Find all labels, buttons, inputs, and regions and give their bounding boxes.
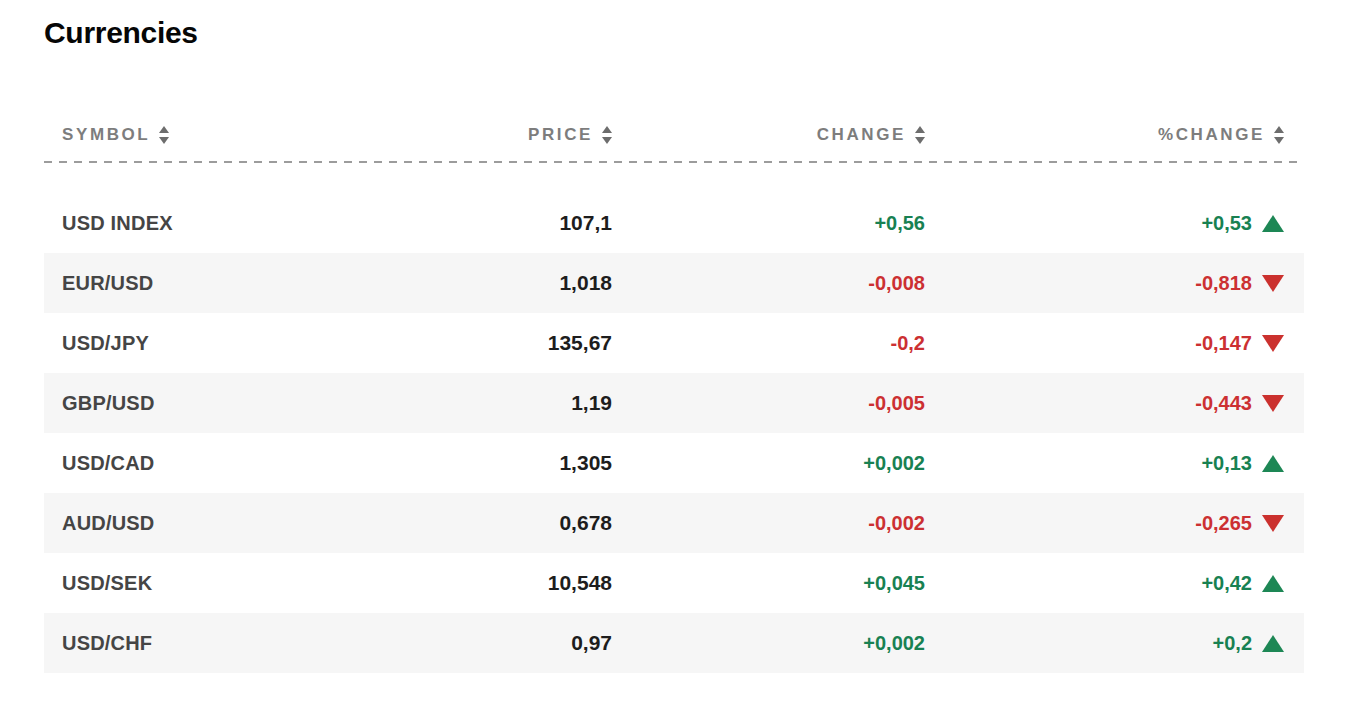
pct-change-value: -0,818	[1195, 272, 1252, 295]
change-cell: -0,002	[612, 512, 925, 535]
change-cell: +0,002	[612, 452, 925, 475]
header-price-label: PRICE	[528, 125, 593, 145]
header-pct-change[interactable]: %CHANGE	[925, 125, 1304, 145]
price-cell: 1,305	[344, 451, 612, 475]
sort-up-icon	[159, 126, 169, 133]
trend-up-icon	[1262, 575, 1284, 592]
sort-up-icon	[602, 126, 612, 133]
sort-down-icon	[1274, 137, 1284, 144]
header-symbol-label: SYMBOL	[62, 125, 150, 145]
table-row: GBP/USD 1,19 -0,005 -0,443	[44, 373, 1304, 433]
pct-change-cell: -0,147	[925, 332, 1304, 355]
table-row: USD/JPY 135,67 -0,2 -0,147	[44, 313, 1304, 373]
change-cell: -0,2	[612, 332, 925, 355]
symbol-cell: AUD/USD	[44, 512, 344, 535]
pct-change-cell: -0,265	[925, 512, 1304, 535]
pct-change-value: -0,443	[1195, 392, 1252, 415]
sort-up-icon	[915, 126, 925, 133]
pct-change-cell: +0,53	[925, 212, 1304, 235]
change-cell: +0,002	[612, 632, 925, 655]
price-cell: 1,018	[344, 271, 612, 295]
header-change[interactable]: CHANGE	[612, 125, 925, 145]
pct-change-cell: +0,13	[925, 452, 1304, 475]
pct-change-value: +0,2	[1213, 632, 1252, 655]
trend-up-icon	[1262, 215, 1284, 232]
pct-change-value: +0,53	[1201, 212, 1252, 235]
table-row: AUD/USD 0,678 -0,002 -0,265	[44, 493, 1304, 553]
header-pct-change-label: %CHANGE	[1158, 125, 1265, 145]
pct-change-value: +0,42	[1201, 572, 1252, 595]
table-header-row: SYMBOL PRICE CHANGE %CHANGE	[44, 109, 1304, 161]
symbol-cell: EUR/USD	[44, 272, 344, 295]
table-body: USD INDEX 107,1 +0,56 +0,53 EUR/USD 1,01…	[44, 193, 1304, 673]
symbol-cell: USD INDEX	[44, 212, 344, 235]
pct-change-cell: +0,42	[925, 572, 1304, 595]
trend-down-icon	[1262, 395, 1284, 412]
symbol-cell: USD/CHF	[44, 632, 344, 655]
price-cell: 10,548	[344, 571, 612, 595]
symbol-cell: GBP/USD	[44, 392, 344, 415]
change-cell: +0,045	[612, 572, 925, 595]
price-cell: 0,97	[344, 631, 612, 655]
trend-down-icon	[1262, 515, 1284, 532]
trend-up-icon	[1262, 635, 1284, 652]
sort-icon[interactable]	[159, 126, 169, 144]
symbol-cell: USD/SEK	[44, 572, 344, 595]
pct-change-value: +0,13	[1201, 452, 1252, 475]
trend-down-icon	[1262, 275, 1284, 292]
symbol-cell: USD/CAD	[44, 452, 344, 475]
sort-down-icon	[915, 137, 925, 144]
table-row: EUR/USD 1,018 -0,008 -0,818	[44, 253, 1304, 313]
header-symbol[interactable]: SYMBOL	[44, 125, 344, 145]
trend-up-icon	[1262, 455, 1284, 472]
header-divider	[44, 161, 1304, 163]
page-title: Currencies	[0, 0, 1348, 52]
price-cell: 107,1	[344, 211, 612, 235]
change-cell: -0,005	[612, 392, 925, 415]
price-cell: 0,678	[344, 511, 612, 535]
currencies-table: SYMBOL PRICE CHANGE %CHANGE	[44, 109, 1304, 673]
pct-change-cell: -0,818	[925, 272, 1304, 295]
table-row: USD/CHF 0,97 +0,002 +0,2	[44, 613, 1304, 673]
table-row: USD/CAD 1,305 +0,002 +0,13	[44, 433, 1304, 493]
sort-icon[interactable]	[1274, 126, 1284, 144]
symbol-cell: USD/JPY	[44, 332, 344, 355]
change-cell: +0,56	[612, 212, 925, 235]
price-cell: 1,19	[344, 391, 612, 415]
price-cell: 135,67	[344, 331, 612, 355]
table-row: USD/SEK 10,548 +0,045 +0,42	[44, 553, 1304, 613]
sort-up-icon	[1274, 126, 1284, 133]
header-change-label: CHANGE	[817, 125, 906, 145]
pct-change-cell: +0,2	[925, 632, 1304, 655]
sort-icon[interactable]	[602, 126, 612, 144]
pct-change-value: -0,147	[1195, 332, 1252, 355]
table-row: USD INDEX 107,1 +0,56 +0,53	[44, 193, 1304, 253]
pct-change-value: -0,265	[1195, 512, 1252, 535]
pct-change-cell: -0,443	[925, 392, 1304, 415]
sort-down-icon	[602, 137, 612, 144]
trend-down-icon	[1262, 335, 1284, 352]
sort-down-icon	[159, 137, 169, 144]
sort-icon[interactable]	[915, 126, 925, 144]
header-price[interactable]: PRICE	[344, 125, 612, 145]
change-cell: -0,008	[612, 272, 925, 295]
